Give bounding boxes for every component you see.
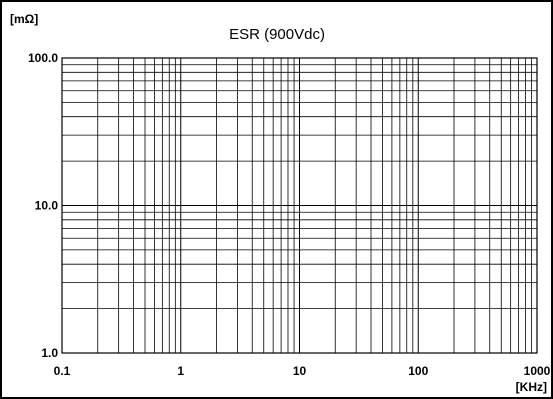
x-tick-label: 10 [293,364,307,378]
y-tick-label: 100.0 [28,51,58,65]
grid [61,58,537,354]
y-tick-labels: 1.0 10.0 100.0 [28,51,58,360]
x-unit-label: [KHz] [516,380,547,394]
y-tick-label: 1.0 [41,346,58,360]
y-tick-label: 10.0 [35,199,59,213]
x-tick-label: 100 [408,364,428,378]
y-unit-label: [mΩ] [10,12,38,26]
plot-area [61,57,538,354]
chart-title: ESR (900Vdc) [229,26,325,43]
x-tick-label: 1 [177,364,184,378]
x-tick-label: 1000 [524,364,551,378]
x-tick-labels: 0.1 1 10 100 1000 [54,364,551,378]
x-tick-label: 0.1 [54,364,71,378]
